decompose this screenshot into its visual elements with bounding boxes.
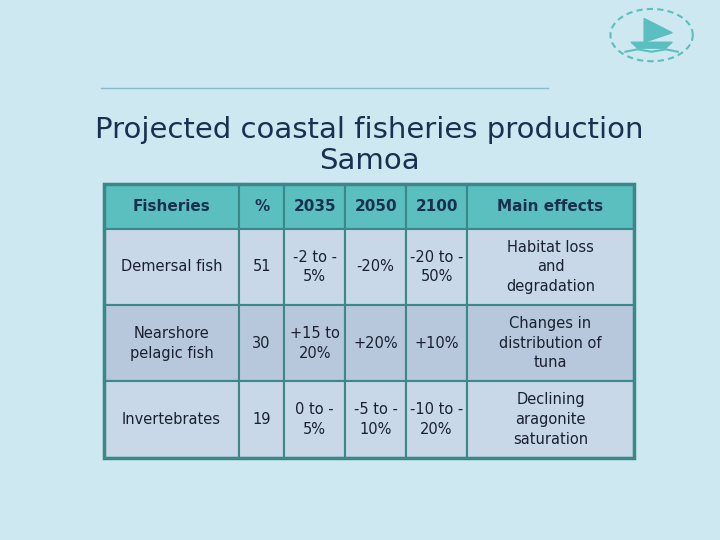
Text: %: % (254, 199, 269, 214)
Bar (239, 305, 284, 381)
Text: Samoa: Samoa (319, 147, 419, 175)
Text: Nearshore
pelagic fish: Nearshore pelagic fish (130, 326, 213, 361)
Text: 30: 30 (253, 336, 271, 350)
Text: +20%: +20% (354, 336, 398, 350)
Bar (104, 184, 634, 457)
Text: 51: 51 (253, 259, 271, 274)
Text: 2035: 2035 (293, 199, 336, 214)
Polygon shape (631, 42, 672, 48)
Bar (239, 381, 284, 457)
Bar (104, 381, 239, 457)
Bar (284, 229, 345, 305)
Bar (467, 229, 634, 305)
Bar (239, 184, 284, 229)
Text: Demersal fish: Demersal fish (121, 259, 222, 274)
Bar (406, 184, 467, 229)
Bar (345, 381, 406, 457)
Text: -10 to -
20%: -10 to - 20% (410, 402, 463, 437)
Text: 2100: 2100 (415, 199, 458, 214)
Bar (406, 305, 467, 381)
Text: 2050: 2050 (354, 199, 397, 214)
Bar (406, 381, 467, 457)
Bar (104, 229, 239, 305)
Text: Projected coastal fisheries production: Projected coastal fisheries production (95, 116, 643, 144)
Text: -20 to -
50%: -20 to - 50% (410, 249, 463, 285)
Text: Habitat loss
and
degradation: Habitat loss and degradation (506, 240, 595, 294)
Polygon shape (644, 18, 672, 42)
Bar (345, 229, 406, 305)
Bar (284, 381, 345, 457)
Text: Changes in
distribution of
tuna: Changes in distribution of tuna (499, 316, 602, 370)
Text: -20%: -20% (356, 259, 395, 274)
Bar (467, 184, 634, 229)
Bar (467, 305, 634, 381)
Text: 0 to -
5%: 0 to - 5% (295, 402, 334, 437)
Bar (345, 184, 406, 229)
Text: Main effects: Main effects (498, 199, 603, 214)
Bar (239, 229, 284, 305)
Bar (104, 305, 239, 381)
Bar (284, 305, 345, 381)
Text: Declining
aragonite
saturation: Declining aragonite saturation (513, 392, 588, 447)
Text: Invertebrates: Invertebrates (122, 412, 221, 427)
Bar (406, 229, 467, 305)
Text: +15 to
20%: +15 to 20% (289, 326, 340, 361)
Text: +10%: +10% (414, 336, 459, 350)
Text: -5 to -
10%: -5 to - 10% (354, 402, 397, 437)
Bar (467, 381, 634, 457)
Text: Fisheries: Fisheries (132, 199, 210, 214)
Bar (345, 305, 406, 381)
Text: -2 to -
5%: -2 to - 5% (292, 249, 337, 285)
Bar (104, 184, 239, 229)
Text: 19: 19 (253, 412, 271, 427)
Bar (284, 184, 345, 229)
